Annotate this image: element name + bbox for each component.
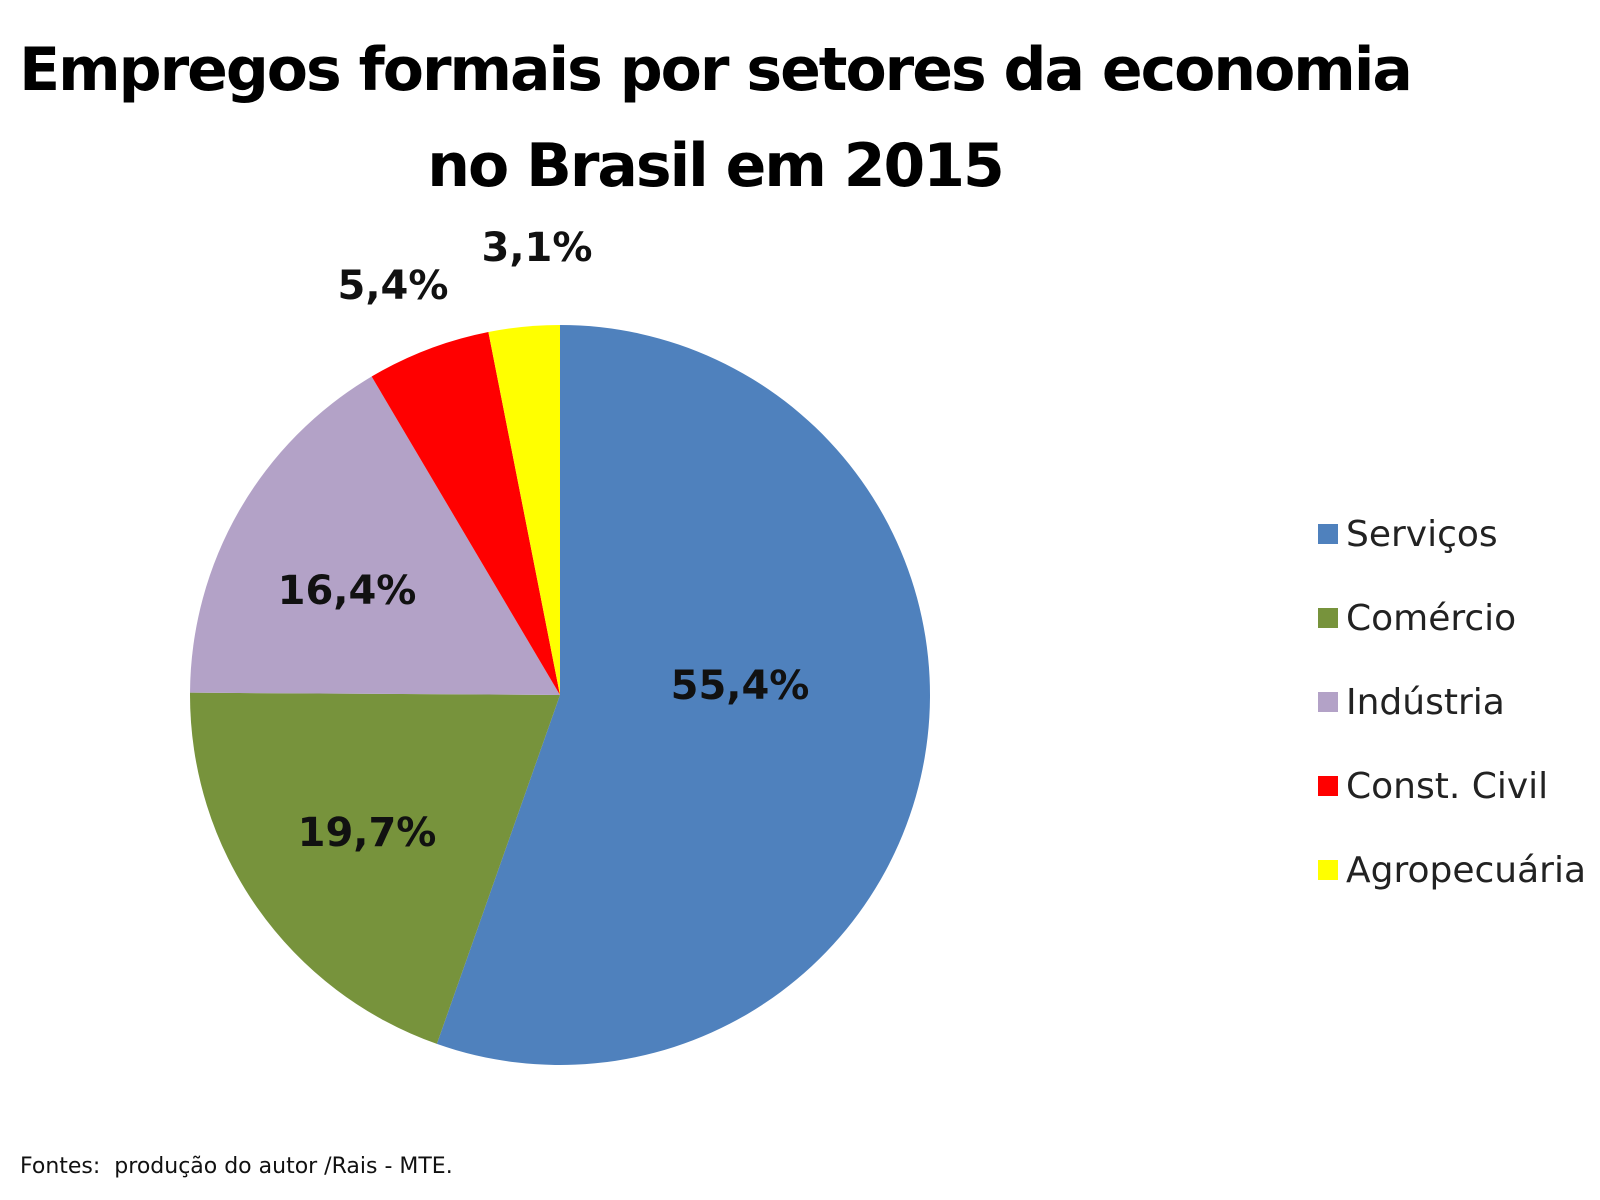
legend-swatch-3 — [1318, 776, 1338, 796]
legend-swatch-2 — [1318, 692, 1338, 712]
slice-data-label-2: 16,4% — [278, 568, 417, 614]
legend-swatch-4 — [1318, 860, 1338, 880]
pie-slice-3 — [371, 331, 560, 695]
pie-slice-2 — [190, 376, 560, 695]
legend-label-0: Serviços — [1346, 513, 1498, 555]
pie-slice-1 — [190, 692, 560, 1044]
legend-swatch-0 — [1318, 524, 1338, 544]
legend-label-4: Agropecuária — [1346, 849, 1587, 891]
legend-label-2: Indústria — [1346, 681, 1505, 723]
legend-swatch-1 — [1318, 608, 1338, 628]
legend-label-1: Comércio — [1346, 597, 1517, 639]
slice-data-label-4: 3,1% — [482, 225, 593, 271]
chart-title-line-2: no Brasil em 2015 — [427, 131, 1004, 201]
pie-slice-4 — [488, 325, 560, 695]
source-note: Fontes: produção do autor /Rais - MTE. — [20, 1154, 453, 1179]
slice-data-label-1: 19,7% — [298, 810, 437, 856]
legend-item-1: Comércio — [1318, 576, 1586, 660]
chart-legend: Serviços Comércio Indústria Const. Civil Agr… — [1318, 492, 1586, 912]
chart-title: Empregos formais por setores da economia… — [0, 22, 1430, 214]
legend-item-0: Serviços — [1318, 492, 1586, 576]
legend-item-2: Indústria — [1318, 660, 1586, 744]
slice-data-label-3: 5,4% — [338, 263, 449, 309]
slice-data-label-0: 55,4% — [671, 663, 810, 709]
legend-item-3: Const. Civil — [1318, 744, 1586, 828]
legend-label-3: Const. Civil — [1346, 765, 1549, 807]
chart-title-line-1: Empregos formais por setores da economia — [19, 35, 1413, 105]
legend-item-4: Agropecuária — [1318, 828, 1586, 912]
pie-slice-0 — [436, 325, 931, 1065]
